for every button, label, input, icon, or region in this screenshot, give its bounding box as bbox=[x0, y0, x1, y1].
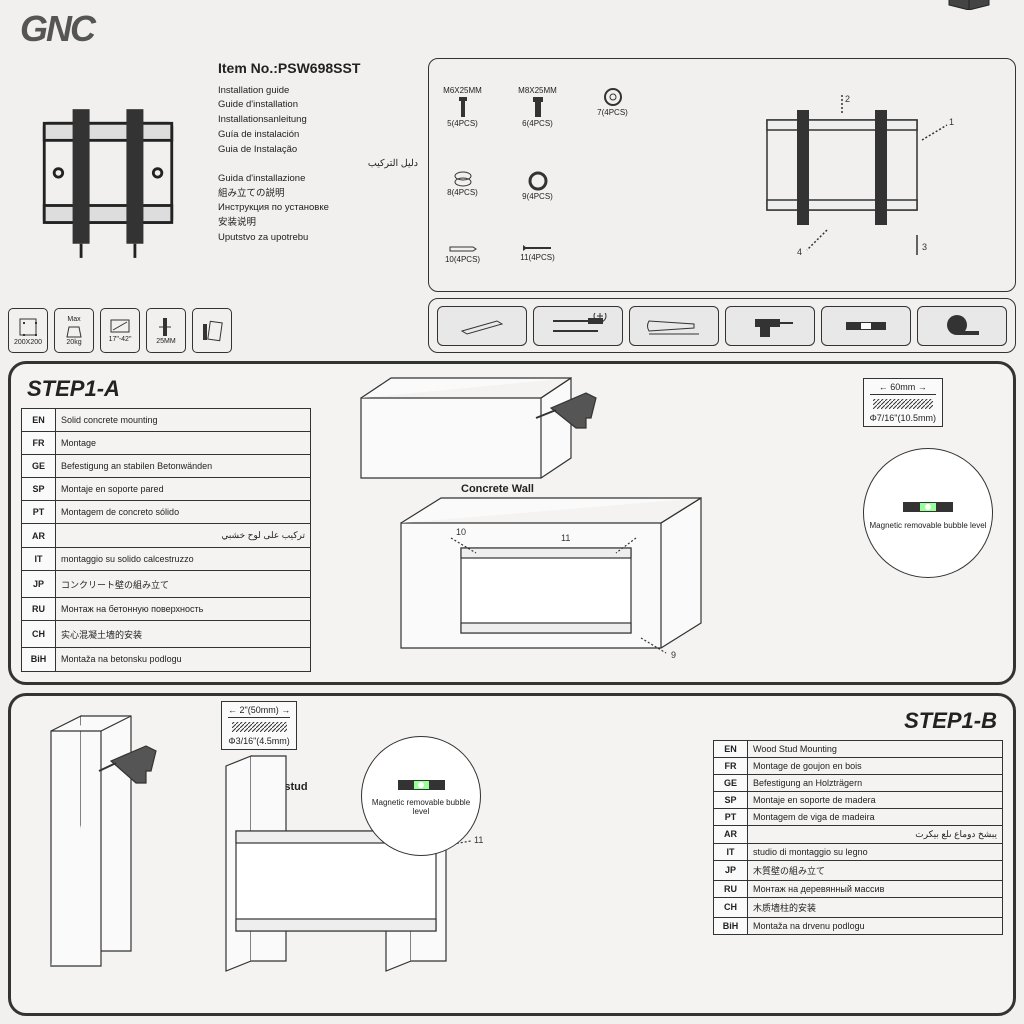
svg-text:4: 4 bbox=[797, 247, 802, 257]
drill-spec-1a: ← 60mm → Φ7/16"(10.5mm) bbox=[863, 378, 943, 427]
tool-screwdriver-icon bbox=[533, 306, 623, 346]
parts-list-box: M6X25MM5(4PCS) M8X25MM6(4PCS) 7(4PCS) 8(… bbox=[428, 58, 1016, 292]
tool-wrench-icon bbox=[629, 306, 719, 346]
part-10: 10(4PCS) bbox=[435, 244, 490, 264]
concrete-mount-illustration: 10 11 9 bbox=[381, 483, 761, 673]
spec-tilt bbox=[192, 308, 232, 353]
bracket-exploded: 2 1 3 4 bbox=[685, 65, 1009, 285]
guide-line: دليل التركيب bbox=[218, 157, 418, 172]
guide-line: Guida d'installazione bbox=[218, 172, 418, 187]
svg-text:1: 1 bbox=[949, 117, 954, 127]
guide-line: Installationsanleitung bbox=[218, 113, 418, 128]
svg-text:11: 11 bbox=[561, 533, 570, 543]
product-column: Item No.:PSW698SST Installation guide Gu… bbox=[8, 58, 418, 353]
spec-size: 17"-42" bbox=[100, 308, 140, 353]
box-icon bbox=[944, 0, 994, 10]
part-9: 9(4PCS) bbox=[510, 171, 565, 201]
spec-weight: Max20kg bbox=[54, 308, 94, 353]
product-illustration bbox=[8, 58, 208, 302]
svg-text:2: 2 bbox=[845, 94, 850, 104]
item-no-value: PSW698SST bbox=[278, 60, 360, 76]
step-1b-panel: ← 2"(50mm) → Φ3/16"(4.5mm) bbox=[8, 693, 1016, 1017]
spec-depth: 25MM bbox=[146, 308, 186, 353]
instruction-sheet: GNC bbox=[8, 8, 1016, 1016]
tool-pencil-icon bbox=[437, 306, 527, 346]
tool-level-icon bbox=[821, 306, 911, 346]
guide-line: Uputstvo za upotrebu bbox=[218, 231, 418, 246]
guide-line: Installation guide bbox=[218, 84, 418, 99]
part-6: M8X25MM6(4PCS) bbox=[510, 86, 565, 128]
guide-line: Инструкция по установке bbox=[218, 201, 418, 216]
step-1a-language-table: ENSolid concrete mounting FRMontage GEBe… bbox=[21, 408, 311, 672]
svg-text:3: 3 bbox=[922, 242, 927, 252]
bubble-level-callout-b: Magnetic removable bubble level bbox=[361, 736, 481, 856]
item-no-label: Item No.: bbox=[218, 60, 278, 76]
guide-line: 安装说明 bbox=[218, 216, 418, 231]
tool-tape-icon bbox=[917, 306, 1007, 346]
guide-line: Guía de instalación bbox=[218, 128, 418, 143]
svg-text:11: 11 bbox=[474, 835, 483, 845]
step-1b-title: STEP1-B bbox=[719, 708, 997, 734]
spec-vesa: 200X200 bbox=[8, 308, 48, 353]
part-5: M6X25MM5(4PCS) bbox=[435, 86, 490, 128]
title-column: Item No.:PSW698SST Installation guide Gu… bbox=[218, 58, 418, 302]
step-1a-title: STEP1-A bbox=[27, 376, 120, 402]
bubble-level-callout: Magnetic removable bubble level bbox=[863, 448, 993, 578]
step-1a-diagram: ← 60mm → Φ7/16"(10.5mm) Concrete Wall bbox=[321, 408, 1003, 672]
header-section: Item No.:PSW698SST Installation guide Gu… bbox=[8, 58, 1016, 353]
step-1a-panel: STEP1-A ENSolid concrete mounting FRMont… bbox=[8, 361, 1016, 685]
brand-logo: GNC bbox=[20, 8, 1016, 50]
part-11: 11(4PCS) bbox=[510, 244, 565, 264]
svg-text:9: 9 bbox=[671, 650, 676, 660]
guide-line: Guide d'installation bbox=[218, 98, 418, 113]
item-number: Item No.:PSW698SST bbox=[218, 58, 418, 80]
part-8: 8(4PCS) bbox=[435, 171, 490, 201]
drill-spec-1b: ← 2"(50mm) → Φ3/16"(4.5mm) bbox=[221, 701, 297, 750]
wood-drill-illustration bbox=[21, 711, 191, 971]
tool-drill-icon bbox=[725, 306, 815, 346]
concrete-drill-illustration bbox=[341, 368, 621, 498]
tools-box bbox=[428, 298, 1016, 353]
guide-line: 組み立ての説明 bbox=[218, 187, 418, 202]
parts-column: M6X25MM5(4PCS) M8X25MM6(4PCS) 7(4PCS) 8(… bbox=[428, 58, 1016, 353]
step-1b-diagram: ← 2"(50mm) → Φ3/16"(4.5mm) bbox=[21, 706, 703, 1004]
part-7: 7(4PCS) bbox=[585, 86, 640, 128]
guide-line: Guia de Instalação bbox=[218, 143, 418, 158]
step-1b-language-table: ENWood Stud Mounting FRMontage de goujon… bbox=[713, 740, 1003, 935]
specs-row: 200X200 Max20kg 17"-42" 25MM bbox=[8, 308, 418, 353]
svg-text:10: 10 bbox=[456, 527, 466, 537]
